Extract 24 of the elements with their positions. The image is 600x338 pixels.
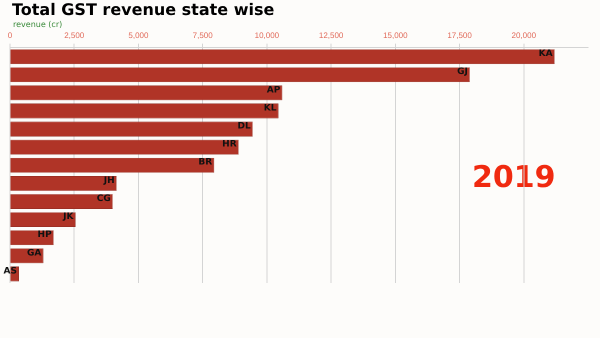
y-tick-label: GJ xyxy=(457,67,468,78)
x-tick-label: 17,500 xyxy=(447,31,472,40)
y-tick-label: CG xyxy=(96,194,111,204)
annotation: 2019 xyxy=(472,160,556,195)
x-tick-label: 0 xyxy=(8,31,13,40)
x-tick-label: 20,000 xyxy=(512,31,537,40)
y-tick-label: AP xyxy=(266,85,281,96)
y-tick-label: HP xyxy=(38,230,52,240)
x-tick-label: 15,000 xyxy=(383,31,408,40)
y-tick-label: BR xyxy=(198,158,212,168)
x-axis-title: revenue (cr) xyxy=(13,20,62,29)
y-tick-label: GA xyxy=(27,248,42,258)
x-tick-label: 2,500 xyxy=(64,31,85,40)
x-tick-label: 10,000 xyxy=(254,31,280,40)
x-tick-label: 7,500 xyxy=(192,31,214,40)
y-tick-label: JK xyxy=(62,212,75,222)
chart-title: Total GST revenue state wise xyxy=(12,0,274,19)
x-tick-label: 5,000 xyxy=(128,31,149,40)
y-tick-label: KL xyxy=(264,103,277,114)
y-tick-label: KA xyxy=(538,49,553,60)
x-tick-label: 12,500 xyxy=(318,31,344,40)
y-tick-label: JH xyxy=(102,176,115,186)
y-tick-label: HR xyxy=(222,140,237,150)
y-tick-label: DL xyxy=(238,122,252,132)
